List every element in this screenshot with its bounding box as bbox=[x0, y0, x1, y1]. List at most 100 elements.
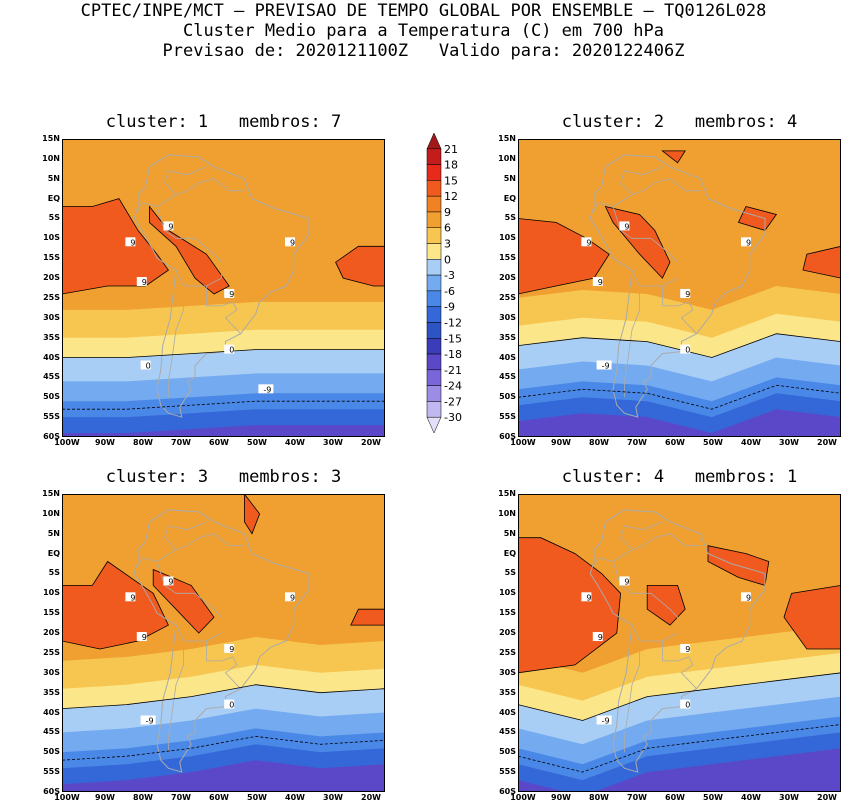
contour-label-box bbox=[224, 643, 235, 653]
lat-tick-label: EQ bbox=[503, 193, 516, 203]
lat-tick-label: 40S bbox=[499, 707, 516, 717]
colorbar-swatch bbox=[426, 322, 442, 339]
panel-title: cluster: 4 membros: 1 bbox=[561, 467, 798, 487]
contour-label-box bbox=[596, 360, 612, 370]
lat-tick-label: 30S bbox=[499, 667, 516, 677]
coastline bbox=[133, 154, 310, 418]
contour-label-box bbox=[619, 221, 630, 231]
colorbar-label: 15 bbox=[444, 174, 458, 187]
colorbar-label: -18 bbox=[444, 348, 462, 361]
contour-label-box bbox=[136, 632, 147, 642]
contour-label: 9 bbox=[168, 577, 173, 586]
contour-label-box bbox=[680, 643, 691, 653]
colorbar-swatch bbox=[426, 148, 442, 165]
colorbar-label: -27 bbox=[444, 395, 462, 408]
minus-nine-contour bbox=[62, 400, 385, 410]
lat-tick-label: 35S bbox=[43, 687, 60, 697]
country-border bbox=[205, 286, 241, 334]
country-border bbox=[624, 286, 640, 398]
lat-tick-label: 55S bbox=[499, 767, 516, 777]
lat-tick-label: 5S bbox=[48, 213, 60, 223]
lon-tick-label: 70W bbox=[627, 438, 647, 447]
country-border bbox=[593, 202, 614, 211]
lon-tick-label: 70W bbox=[627, 793, 647, 802]
colorbar-swatch bbox=[426, 132, 442, 150]
lat-tick-label: 10N bbox=[42, 153, 60, 163]
colorbar-label: 21 bbox=[444, 143, 458, 156]
lat-tick-label: 50S bbox=[43, 747, 60, 757]
contour-label-box bbox=[680, 288, 691, 298]
colorbar-label: -15 bbox=[444, 332, 462, 345]
colorbar-label: 18 bbox=[444, 159, 458, 172]
contour-label: 9 bbox=[142, 278, 147, 287]
warm-core-contour bbox=[335, 245, 385, 287]
lat-tick-label: 5S bbox=[48, 568, 60, 578]
lat-tick-label: 5N bbox=[47, 173, 60, 183]
lat-tick-label: 15N bbox=[498, 134, 516, 143]
warm-core-contour bbox=[350, 608, 385, 626]
panel-frame bbox=[518, 494, 841, 792]
lon-tick-label: 60W bbox=[665, 793, 685, 802]
contour-label: 9 bbox=[746, 593, 751, 602]
lon-tick-label: 70W bbox=[171, 793, 191, 802]
lon-tick-label: 20W bbox=[817, 793, 837, 802]
header-line-2: Cluster Medio para a Temperatura (C) em … bbox=[182, 21, 665, 41]
colorbar-swatch bbox=[426, 243, 442, 260]
country-border bbox=[168, 286, 184, 398]
lat-tick-label: 30S bbox=[43, 312, 60, 322]
warm-core-contour bbox=[783, 584, 841, 650]
colorbar-label: 9 bbox=[444, 206, 451, 219]
country-border bbox=[661, 286, 697, 334]
colorbar-swatch bbox=[426, 164, 442, 181]
colorbar-swatch bbox=[426, 306, 442, 323]
contour-label-box bbox=[680, 699, 691, 709]
lat-tick-label: EQ bbox=[47, 548, 60, 558]
country-border bbox=[156, 178, 245, 287]
lon-tick-label: 80W bbox=[589, 438, 609, 447]
contour-label-box bbox=[680, 344, 691, 354]
minus-nine-contour bbox=[62, 735, 385, 761]
colorbar-label: 6 bbox=[444, 222, 451, 235]
contour-label-box bbox=[581, 592, 592, 602]
contour-label-box bbox=[224, 288, 235, 298]
lat-tick-label: 60S bbox=[43, 787, 60, 796]
lat-tick-label: 10N bbox=[498, 508, 516, 518]
lat-tick-label: 35S bbox=[499, 332, 516, 342]
lat-tick-label: 15S bbox=[43, 608, 60, 618]
colorbar-label: 0 bbox=[444, 253, 451, 266]
contour-label-box bbox=[596, 715, 612, 725]
header-line-3: Previsao de: 2020121100Z Valido para: 20… bbox=[162, 41, 685, 61]
colorbar-swatch bbox=[426, 227, 442, 244]
colorbar-label: -3 bbox=[444, 269, 455, 282]
contour-label: 0 bbox=[685, 701, 690, 710]
lat-tick-label: 35S bbox=[43, 332, 60, 342]
header-line-1: CPTEC/INPE/MCT – PREVISAO DE TEMPO GLOBA… bbox=[80, 1, 767, 21]
lat-tick-label: 25S bbox=[499, 647, 516, 657]
zero-contour bbox=[518, 672, 841, 721]
lon-tick-label: 80W bbox=[133, 793, 153, 802]
lon-tick-label: 40W bbox=[285, 438, 305, 447]
lat-tick-label: 45S bbox=[43, 727, 60, 737]
colorbar-label: 3 bbox=[444, 238, 451, 251]
lat-tick-label: 30S bbox=[499, 312, 516, 322]
warm-core-contour bbox=[62, 560, 169, 650]
temp-band bbox=[62, 425, 385, 437]
colorbar-label: -9 bbox=[444, 301, 455, 314]
lat-tick-label: 40S bbox=[499, 352, 516, 362]
lat-tick-label: 55S bbox=[499, 412, 516, 422]
lat-tick-label: 5S bbox=[504, 213, 516, 223]
country-border bbox=[156, 533, 245, 642]
contour-label: 0 bbox=[229, 701, 234, 710]
contour-label-box bbox=[224, 699, 235, 709]
lat-tick-label: 10N bbox=[498, 153, 516, 163]
colorbar-swatch bbox=[426, 274, 442, 292]
contour-label: 9 bbox=[624, 222, 629, 231]
contour-label: 9 bbox=[624, 577, 629, 586]
lon-tick-label: 40W bbox=[285, 793, 305, 802]
lat-tick-label: 60S bbox=[43, 432, 60, 441]
contour-label-box bbox=[592, 277, 603, 287]
lat-tick-label: 35S bbox=[499, 687, 516, 697]
lat-tick-label: 5N bbox=[47, 528, 60, 538]
lon-tick-label: 50W bbox=[247, 793, 267, 802]
contour-label-box bbox=[619, 576, 630, 586]
